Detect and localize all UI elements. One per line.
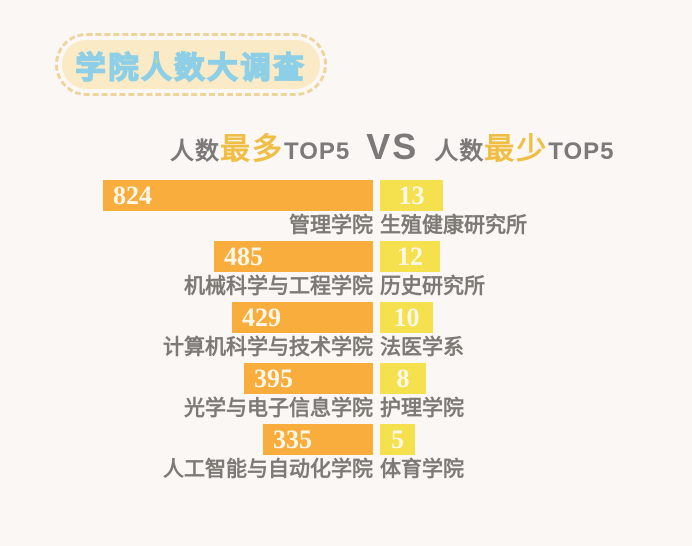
min-bar: 13 (380, 180, 443, 211)
title-badge: 学院人数大调查 (55, 33, 327, 96)
max-bar-label: 光学与电子信息学院 (184, 396, 373, 420)
header-right-prefix: 人数 (434, 138, 485, 165)
header-right-highlight: 最少 (484, 133, 549, 166)
max-bar: 824 (103, 180, 373, 211)
chart-row: 395 8 光学与电子信息学院 护理学院 (0, 363, 692, 424)
max-bar-value: 824 (113, 181, 152, 210)
header-left-prefix: 人数 (170, 138, 220, 165)
min-bar-value: 10 (393, 303, 420, 332)
max-bar-value: 395 (254, 364, 293, 393)
max-bar-label: 计算机科学与技术学院 (163, 335, 373, 359)
page-title: 学院人数大调查 (75, 51, 307, 86)
max-bar-label: 人工智能与自动化学院 (163, 457, 373, 481)
max-bar: 395 (244, 363, 373, 394)
max-bar-label: 机械科学与工程学院 (184, 274, 373, 298)
max-bar-value: 485 (224, 242, 263, 271)
min-bar: 10 (380, 302, 433, 333)
max-bar: 429 (232, 302, 373, 333)
max-bar: 485 (214, 241, 373, 272)
max-bar: 335 (263, 424, 373, 455)
min-bar-value: 12 (397, 242, 423, 271)
max-bar-label: 管理学院 (289, 213, 373, 237)
min-bar-label: 历史研究所 (380, 274, 485, 298)
chart-subtitle: 人数 最多 TOP5 VS 人数 最少 TOP5 (170, 124, 615, 168)
title-badge-fill: 学院人数大调查 (62, 40, 320, 89)
min-bar-value: 13 (398, 181, 425, 210)
max-bar-value: 335 (273, 425, 312, 454)
header-left-suffix: TOP5 (284, 138, 351, 165)
min-bar-label: 护理学院 (380, 396, 464, 420)
header-vs: VS (366, 126, 419, 167)
chart-row: 485 12 机械科学与工程学院 历史研究所 (0, 241, 692, 302)
min-bar: 5 (380, 424, 415, 455)
min-bar-label: 法医学系 (380, 335, 464, 359)
chart-row: 429 10 计算机科学与技术学院 法医学系 (0, 302, 692, 363)
min-bar-value: 8 (396, 364, 410, 393)
min-bar: 8 (380, 363, 426, 394)
min-bar: 12 (380, 241, 440, 272)
max-bar-value: 429 (242, 303, 281, 332)
min-bar-value: 5 (391, 425, 404, 454)
min-bar-label: 生殖健康研究所 (380, 213, 527, 237)
header-right-suffix: TOP5 (548, 138, 615, 165)
header-left-highlight: 最多 (220, 133, 284, 166)
min-bar-label: 体育学院 (380, 457, 464, 481)
chart-row: 335 5 人工智能与自动化学院 体育学院 (0, 424, 692, 485)
chart-row: 824 13 管理学院 生殖健康研究所 (0, 180, 692, 241)
